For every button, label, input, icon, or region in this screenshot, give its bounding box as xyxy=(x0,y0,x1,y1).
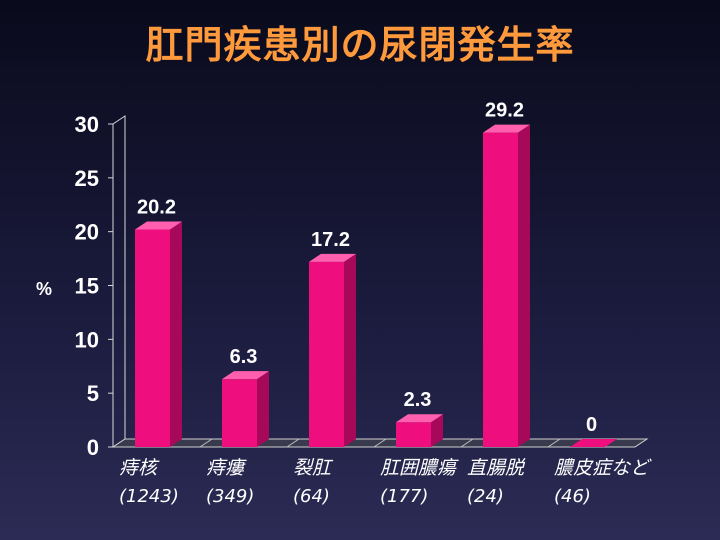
bar-side xyxy=(431,414,443,447)
y-tick-label: 0 xyxy=(87,435,99,460)
y-tick-label: 15 xyxy=(75,274,99,299)
y-tick-label: 10 xyxy=(75,327,99,352)
bar-top xyxy=(222,371,269,380)
x-tick-count: (46) xyxy=(554,486,591,507)
y-tick-label: 5 xyxy=(87,381,99,406)
bar xyxy=(396,422,431,447)
x-tick-label: 痔瘻 xyxy=(206,457,247,479)
bar-side xyxy=(344,253,356,447)
y-tick-label: 30 xyxy=(75,112,99,137)
bar xyxy=(483,132,518,447)
value-label: 20.2 xyxy=(137,197,176,219)
floor-divider xyxy=(286,438,300,448)
bar-top xyxy=(396,414,443,423)
x-tick-count: (64) xyxy=(293,486,330,507)
x-tick-label: 肛囲膿瘍 xyxy=(380,457,459,479)
floor-divider xyxy=(460,438,474,448)
bar xyxy=(309,261,344,447)
bar-side xyxy=(257,371,269,447)
bar xyxy=(135,229,170,447)
value-label: 29.2 xyxy=(485,100,524,122)
value-label: 2.3 xyxy=(404,389,432,411)
x-tick-label: 膿皮症など xyxy=(554,457,652,479)
bar-side xyxy=(518,124,530,447)
x-tick-label: 痔核 xyxy=(119,457,160,479)
chart-bars xyxy=(135,124,617,447)
value-label: 6.3 xyxy=(230,346,258,368)
bar-side xyxy=(170,221,182,447)
bar xyxy=(222,379,257,447)
x-tick-label: 直腸脱 xyxy=(467,457,526,479)
x-tick-count: (177) xyxy=(380,486,428,507)
y-tick-label: 20 xyxy=(75,220,99,245)
floor-divider xyxy=(373,438,387,448)
chart-labels: 0 5 10 15 20 25 30% 20.2 痔核 (1243) 6.3 痔瘻 (349) 17.2 裂… xyxy=(36,100,652,507)
bar-top xyxy=(309,253,356,262)
floor-divider xyxy=(199,438,213,448)
bar-top xyxy=(135,221,182,230)
x-tick-count: (1243) xyxy=(119,486,179,507)
floor-divider xyxy=(547,438,561,448)
value-label: 0 xyxy=(586,414,597,436)
bar-top xyxy=(483,124,530,133)
bar xyxy=(570,439,617,447)
x-tick-count: (349) xyxy=(206,486,254,507)
y-tick-label: 25 xyxy=(75,166,99,191)
chart-axes xyxy=(108,115,649,448)
x-tick-count: (24) xyxy=(467,486,504,507)
chart-title: 肛門疾患別の尿閉発生率 xyxy=(145,23,575,67)
y-axis-wall xyxy=(112,115,126,448)
y-axis-label: % xyxy=(36,279,52,299)
value-label: 17.2 xyxy=(311,229,350,251)
x-tick-label: 裂肛 xyxy=(293,457,334,479)
